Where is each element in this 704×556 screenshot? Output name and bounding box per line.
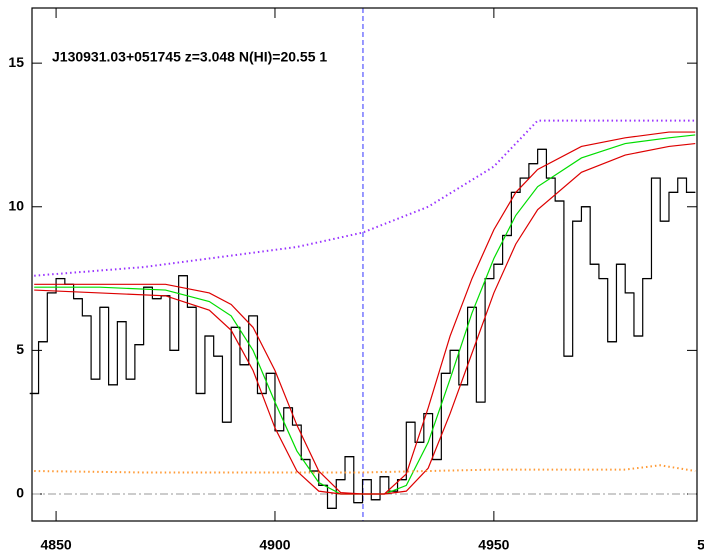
flux-connector — [29, 148, 696, 509]
y-tick-label: 5 — [16, 341, 24, 357]
x-tick-label: 4950 — [478, 537, 509, 553]
y-tick-label: 0 — [16, 485, 24, 501]
plot-frame — [31, 7, 698, 522]
x-tick-label: 5000 — [697, 537, 704, 553]
model-lower-line — [34, 142, 696, 495]
model-line — [34, 134, 696, 495]
x-tick-label: 4850 — [41, 537, 72, 553]
y-tick-label: 15 — [8, 54, 24, 70]
y-tick-label: 10 — [8, 197, 24, 213]
model-upper-line — [34, 131, 696, 495]
error-line — [34, 464, 696, 474]
x-tick-label: 4900 — [259, 537, 290, 553]
chart-title: J130931.03+051745 z=3.048 N(HI)=20.55 1 — [52, 49, 327, 65]
